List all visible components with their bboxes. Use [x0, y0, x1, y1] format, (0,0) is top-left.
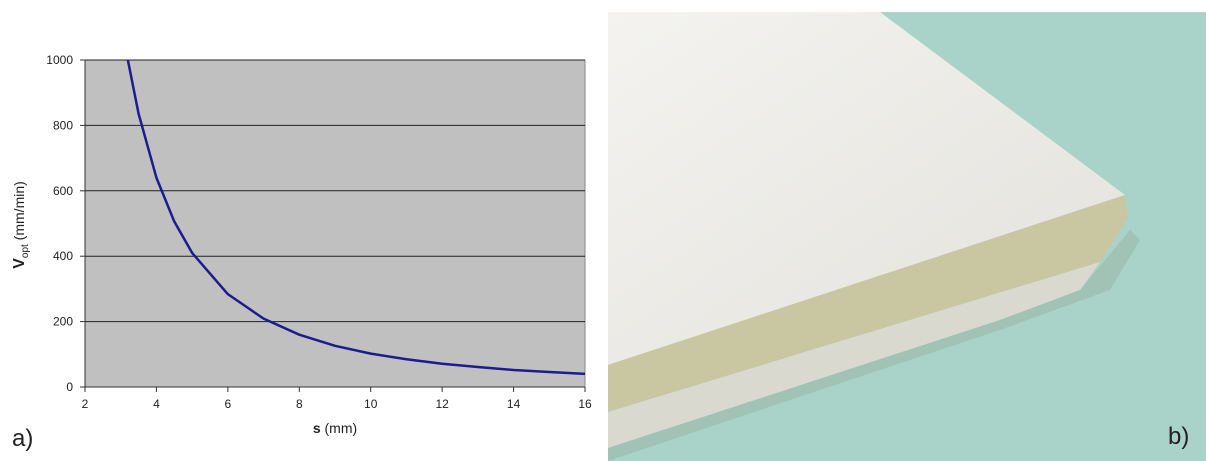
y-label-unit: (mm/min) [11, 181, 27, 240]
y-label-main: V [11, 258, 28, 269]
y-label-sub: opt [20, 244, 31, 258]
y-tick-label: 1000 [46, 53, 73, 67]
figure: a) b) s (mm) Vopt (mm/min) 0 200 400 600 800… [0, 0, 1206, 461]
y-axis-label: Vopt (mm/min) [11, 181, 31, 269]
x-tick-label: 2 [82, 397, 89, 411]
y-tick-label: 0 [66, 380, 73, 394]
y-tick-label: 600 [53, 184, 73, 198]
x-label-main: s [313, 420, 321, 436]
panel-label: b) [1168, 423, 1189, 450]
x-tick-label: 4 [153, 397, 160, 411]
x-tick-label: 8 [296, 397, 303, 411]
x-tick-label: 6 [225, 397, 232, 411]
x-tick-label: 10 [364, 397, 378, 411]
plot-area [85, 60, 585, 387]
y-tick-label: 200 [53, 315, 73, 329]
x-tick-label: 12 [435, 397, 449, 411]
photo [608, 12, 1206, 461]
y-tick-label: 800 [53, 118, 73, 132]
x-axis-label: s (mm) [313, 420, 357, 436]
panel-label: a) [12, 425, 33, 452]
x-label-unit: (mm) [325, 420, 358, 436]
x-tick-label: 14 [507, 397, 521, 411]
x-tick-label: 16 [578, 397, 592, 411]
y-tick-label: 400 [53, 249, 73, 263]
